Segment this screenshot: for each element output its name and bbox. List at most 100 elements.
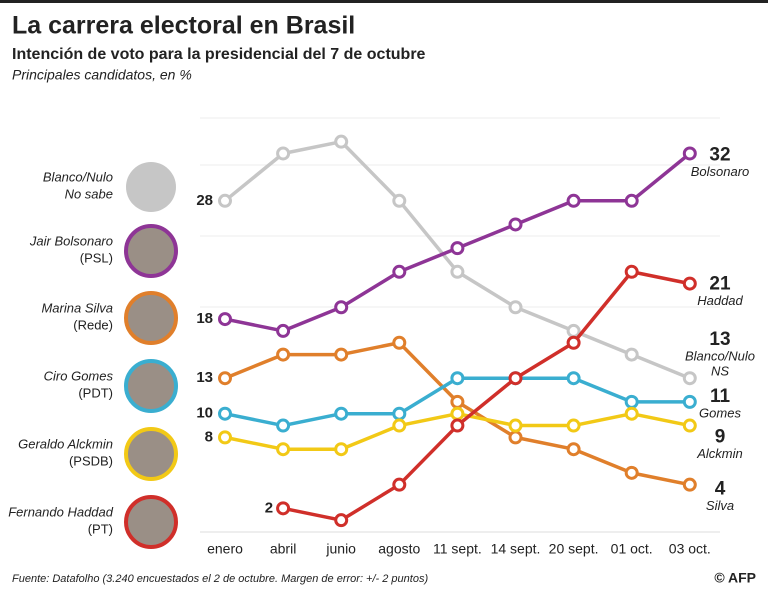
legend-portrait [124, 224, 178, 278]
end-name-label: Bolsonaro [691, 164, 750, 179]
legend-name: Jair Bolsonaro [29, 233, 113, 248]
series-line [223, 139, 691, 380]
chart-title: La carrera electoral en Brasil [12, 12, 355, 40]
legend-party: (PT) [88, 521, 113, 536]
point [392, 193, 407, 208]
point [682, 418, 697, 433]
point [334, 442, 349, 457]
end-value-label: 21 [709, 274, 731, 295]
start-value-label: 8 [205, 428, 213, 445]
point [218, 371, 232, 386]
legend-name: Geraldo Alckmin [18, 436, 113, 451]
x-tick-label: 11 sept. [433, 541, 482, 557]
point [682, 276, 697, 291]
point [392, 264, 407, 279]
x-tick-label: abril [270, 541, 296, 557]
point [508, 217, 523, 232]
point [392, 406, 407, 421]
point [566, 442, 581, 457]
point [450, 394, 465, 409]
point [392, 418, 407, 433]
point [508, 418, 523, 433]
point [566, 335, 581, 350]
series [218, 406, 697, 457]
legend-name: Fernando Haddad [8, 504, 114, 519]
legend-portrait [124, 359, 178, 413]
end-value-label: 9 [715, 427, 726, 448]
point [624, 264, 639, 279]
end-value-label: 32 [709, 145, 730, 166]
start-value-label: 18 [196, 310, 213, 327]
start-value-label: 28 [196, 192, 213, 209]
legend-name: Blanco/Nulo [43, 169, 113, 184]
point [218, 406, 232, 421]
legend-portrait [124, 495, 178, 549]
legend-party: (PSL) [80, 250, 113, 265]
point [276, 501, 291, 516]
point [682, 477, 697, 492]
point [566, 193, 581, 208]
legend-portrait [126, 162, 176, 212]
x-tick-label: 20 sept. [549, 541, 599, 557]
legend-party: (PDT) [78, 385, 113, 400]
series [276, 264, 697, 528]
legend-name: Ciro Gomes [44, 368, 114, 383]
end-name-label: Haddad [697, 293, 743, 308]
point [276, 418, 291, 433]
note: Principales candidatos, en % [12, 67, 192, 83]
legend-party: No sabe [65, 186, 113, 201]
point [624, 465, 639, 480]
end-name-label: NS [711, 364, 729, 379]
point [218, 430, 232, 445]
series [218, 134, 697, 386]
credit: © AFP [714, 570, 756, 586]
point [392, 335, 407, 350]
point [624, 406, 639, 421]
series [218, 146, 697, 338]
legend-portrait [124, 427, 178, 481]
point [508, 371, 523, 386]
point [450, 418, 465, 433]
point [624, 347, 639, 362]
point [508, 300, 523, 315]
start-value-label: 13 [196, 369, 213, 386]
legend-portrait [124, 291, 178, 345]
point [566, 323, 581, 338]
point [566, 418, 581, 433]
start-value-label: 2 [265, 499, 273, 516]
end-value-label: 11 [710, 386, 731, 407]
point [218, 312, 232, 327]
x-tick-label: 01 oct. [611, 541, 653, 557]
source: Fuente: Datafolho (3.240 encuestados el … [12, 573, 428, 585]
point [276, 146, 291, 161]
point [682, 394, 697, 409]
x-tick-label: 14 sept. [491, 541, 541, 557]
point [276, 323, 291, 338]
end-name-label: Blanco/Nulo [685, 349, 755, 364]
end-name-label: Silva [706, 498, 734, 513]
point [450, 241, 465, 256]
point [392, 477, 407, 492]
legend-party: (Rede) [73, 317, 113, 332]
top-rule [0, 0, 768, 3]
point [334, 406, 349, 421]
x-tick-label: agosto [378, 541, 420, 557]
subtitle: Intención de voto para la presidencial d… [12, 46, 426, 63]
point [624, 394, 639, 409]
point [334, 300, 349, 315]
start-value-label: 10 [196, 405, 213, 422]
point [624, 193, 639, 208]
point [218, 193, 232, 208]
point [508, 430, 523, 445]
point [334, 513, 349, 528]
x-tick-label: junio [325, 541, 356, 557]
point [450, 264, 465, 279]
series-line [282, 270, 691, 522]
point [450, 371, 465, 386]
end-value-label: 4 [715, 479, 726, 500]
end-name-label: Alckmin [696, 446, 743, 461]
point [276, 442, 291, 457]
point [450, 406, 465, 421]
point [682, 371, 697, 386]
